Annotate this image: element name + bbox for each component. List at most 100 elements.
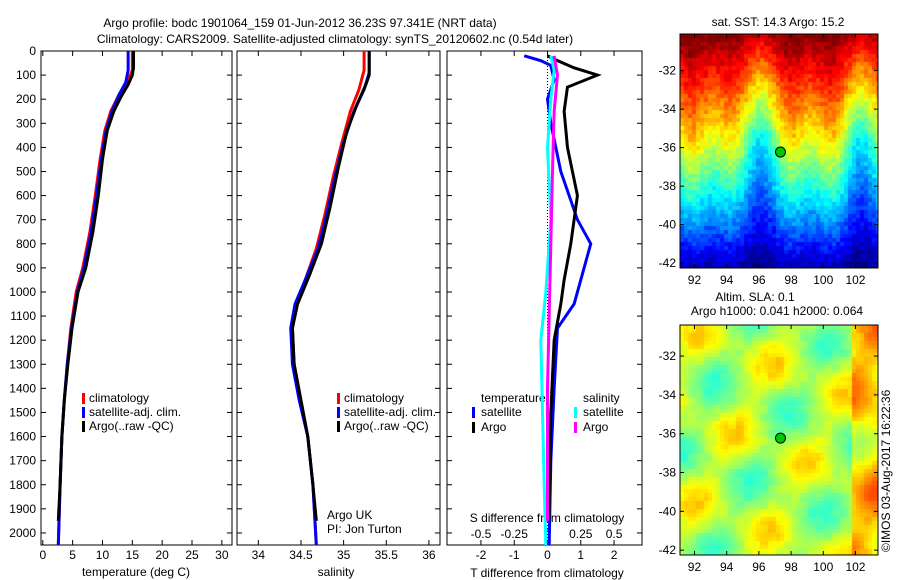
y-tick-label: 400 xyxy=(16,140,36,154)
y-tick-label: -32 xyxy=(659,349,677,363)
plot-frame-temperature xyxy=(40,50,233,546)
y-tick-label: -34 xyxy=(659,102,677,116)
y-tick-label: 600 xyxy=(16,189,36,203)
annotation-line-1: Argo UK xyxy=(327,508,372,522)
y-tick-label: 100 xyxy=(16,68,36,82)
series-line-climatology xyxy=(290,51,366,546)
credit-text: ©IMOS 03-Aug-2017 16:22:36 xyxy=(879,389,893,552)
map-frame-sla_map xyxy=(679,324,879,556)
legend-label: climatology xyxy=(89,391,149,405)
series-line-temperature-satellite xyxy=(523,54,593,546)
y-tick-label: -36 xyxy=(659,141,677,155)
legend-label: Argo xyxy=(481,420,507,434)
series-line-argo-raw-qc- xyxy=(56,51,136,521)
plot-frame-salinity xyxy=(236,50,441,546)
title-line-1: Argo profile: bodc 1901064_159 01-Jun-20… xyxy=(103,16,496,30)
x-tick-label: 15 xyxy=(126,548,140,562)
legend-swatch xyxy=(82,393,85,404)
x-tick-label: 102 xyxy=(845,273,865,287)
y-tick-label: 700 xyxy=(16,213,36,227)
y-tick-label: 1500 xyxy=(9,405,36,419)
series-line-satellite-adj-clim- xyxy=(56,51,130,546)
x-tick-label: 92 xyxy=(688,273,702,287)
x-tick-label: 34.5 xyxy=(289,548,313,562)
top-x-tick-label: 0.5 xyxy=(606,527,623,541)
legend-swatch xyxy=(82,421,85,432)
legend-header-salinity: salinity xyxy=(583,391,620,405)
x-tick-label: 100 xyxy=(813,560,833,574)
x-tick-label: 35.5 xyxy=(375,548,399,562)
x-tick-label: 96 xyxy=(752,560,766,574)
y-tick-label: -38 xyxy=(659,466,677,480)
y-tick-label: 0 xyxy=(29,44,36,58)
x-tick-label: 0 xyxy=(39,548,46,562)
annotation-line-2: PI: Jon Turton xyxy=(327,522,402,536)
y-tick-label: 1100 xyxy=(10,309,36,323)
series-line-climatology xyxy=(56,51,134,546)
series-line-salinity-argo xyxy=(545,55,559,521)
y-tick-label: 1300 xyxy=(9,357,36,371)
x-tick-label: 35 xyxy=(337,548,351,562)
y-tick-label: 1700 xyxy=(9,454,36,468)
y-tick-label: 500 xyxy=(16,164,36,178)
legend-swatch xyxy=(574,422,577,433)
sla-map-title-2: Argo h1000: 0.041 h2000: 0.064 xyxy=(691,304,863,318)
legend-label: satellite-adj. clim. xyxy=(89,405,181,419)
argo-location-marker xyxy=(774,146,786,158)
legend-swatch xyxy=(472,407,475,418)
x-tick-label: 30 xyxy=(215,548,229,562)
x-tick-label: 100 xyxy=(813,273,833,287)
y-tick-label: 200 xyxy=(16,92,36,106)
legend-label: satellite xyxy=(583,405,624,419)
x-tick-label: 1 xyxy=(577,548,584,562)
x-tick-label: 98 xyxy=(784,560,798,574)
sst-map-title: sat. SST: 14.3 Argo: 15.2 xyxy=(712,15,845,29)
x-tick-label: 10 xyxy=(96,548,110,562)
sla-map-title-1: Altim. SLA: 0.1 xyxy=(715,290,795,304)
top-x-tick-label: 0.25 xyxy=(569,527,593,541)
legend-label: Argo xyxy=(583,420,609,434)
legend-label: climatology xyxy=(344,391,404,405)
legend-label: satellite xyxy=(481,405,522,419)
x-tick-label: 0 xyxy=(544,548,551,562)
x-tick-label: 20 xyxy=(155,548,169,562)
legend-swatch xyxy=(337,421,340,432)
x-tick-label: 25 xyxy=(185,548,199,562)
y-tick-label: 2000 xyxy=(9,526,36,540)
y-tick-label: 900 xyxy=(16,261,36,275)
y-tick-label: -42 xyxy=(659,543,677,557)
legend-swatch xyxy=(337,393,340,404)
series-line-argo-raw-qc- xyxy=(290,51,371,522)
y-tick-label: 1600 xyxy=(9,430,36,444)
top-x-tick-label: -0.5 xyxy=(471,527,492,541)
series-line-salinity-satellite xyxy=(539,55,556,546)
y-tick-label: -42 xyxy=(659,256,677,270)
legend-swatch xyxy=(574,407,577,418)
salinity-xlabel: salinity xyxy=(318,565,355,579)
y-tick-label: -36 xyxy=(659,427,677,441)
y-tick-label: -34 xyxy=(659,388,677,402)
y-tick-label: 300 xyxy=(16,116,36,130)
x-tick-label: 94 xyxy=(720,273,734,287)
x-tick-label: 34 xyxy=(252,548,266,562)
x-tick-label: 98 xyxy=(784,273,798,287)
map-frame-sst_map xyxy=(679,33,879,269)
legend-swatch xyxy=(337,407,340,418)
title-line-2: Climatology: CARS2009. Satellite-adjuste… xyxy=(97,32,573,46)
x-tick-label: 102 xyxy=(845,560,865,574)
top-x-tick-label: -0.25 xyxy=(501,527,529,541)
y-tick-label: 1000 xyxy=(9,285,36,299)
x-tick-label: 5 xyxy=(69,548,76,562)
legend-header-temperature: temperature xyxy=(481,391,546,405)
y-tick-label: 1200 xyxy=(9,333,36,347)
y-tick-label: -40 xyxy=(659,504,677,518)
x-tick-label: 94 xyxy=(720,560,734,574)
y-tick-label: 800 xyxy=(16,237,36,251)
legend-label: Argo(..raw -QC) xyxy=(89,419,174,433)
legend-swatch xyxy=(472,422,475,433)
y-tick-label: -32 xyxy=(659,64,677,78)
legend-label: Argo(..raw -QC) xyxy=(344,419,429,433)
difference-xlabel: T difference from climatology xyxy=(470,566,624,580)
series-line-satellite-adj-clim- xyxy=(289,51,371,546)
